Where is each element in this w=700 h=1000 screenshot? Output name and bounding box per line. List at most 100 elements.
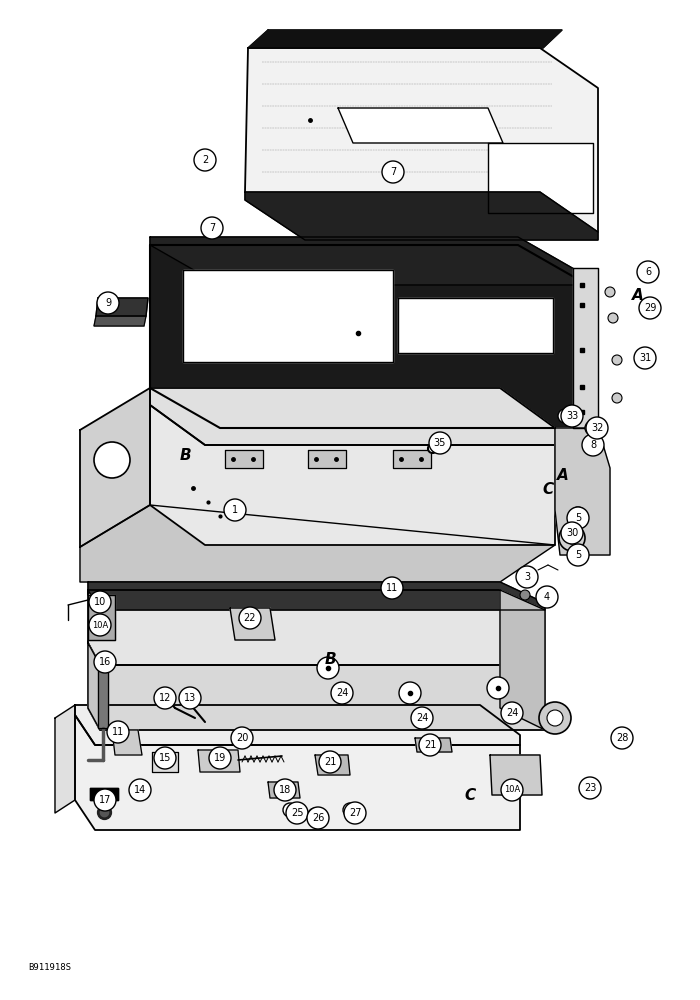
Text: C: C bbox=[542, 483, 554, 497]
Text: B911918S: B911918S bbox=[28, 964, 71, 972]
Circle shape bbox=[319, 751, 341, 773]
Circle shape bbox=[608, 313, 618, 323]
Polygon shape bbox=[490, 755, 542, 795]
Circle shape bbox=[137, 786, 149, 798]
Circle shape bbox=[574, 511, 582, 519]
Polygon shape bbox=[75, 715, 520, 830]
Text: 4: 4 bbox=[544, 592, 550, 602]
Polygon shape bbox=[88, 582, 545, 610]
Polygon shape bbox=[500, 590, 545, 730]
Circle shape bbox=[239, 607, 261, 629]
Circle shape bbox=[209, 747, 231, 769]
Circle shape bbox=[566, 532, 578, 544]
Text: 15: 15 bbox=[159, 753, 172, 763]
Circle shape bbox=[344, 802, 366, 824]
Text: 26: 26 bbox=[312, 813, 324, 823]
Circle shape bbox=[584, 441, 596, 453]
Text: 35: 35 bbox=[434, 438, 446, 448]
Text: 16: 16 bbox=[99, 657, 111, 667]
Text: 13: 13 bbox=[184, 693, 196, 703]
Text: 5: 5 bbox=[575, 513, 581, 523]
Polygon shape bbox=[150, 388, 555, 445]
Polygon shape bbox=[415, 738, 452, 752]
Circle shape bbox=[612, 393, 622, 403]
Circle shape bbox=[574, 551, 582, 559]
Circle shape bbox=[94, 442, 130, 478]
Polygon shape bbox=[573, 268, 598, 428]
Text: B: B bbox=[179, 448, 191, 462]
Polygon shape bbox=[245, 48, 598, 232]
Polygon shape bbox=[98, 658, 108, 728]
Circle shape bbox=[501, 779, 523, 801]
Polygon shape bbox=[88, 643, 545, 730]
Polygon shape bbox=[150, 405, 555, 545]
Circle shape bbox=[520, 573, 530, 583]
Circle shape bbox=[89, 591, 111, 613]
Circle shape bbox=[274, 779, 296, 801]
Circle shape bbox=[154, 747, 176, 769]
Text: 33: 33 bbox=[566, 411, 578, 421]
Circle shape bbox=[582, 434, 604, 456]
Polygon shape bbox=[88, 595, 115, 640]
Polygon shape bbox=[80, 388, 150, 547]
Circle shape bbox=[567, 544, 589, 566]
Circle shape bbox=[231, 727, 253, 749]
Circle shape bbox=[605, 287, 615, 297]
Text: C: C bbox=[464, 788, 475, 802]
Circle shape bbox=[94, 651, 116, 673]
Text: 24: 24 bbox=[416, 713, 428, 723]
Circle shape bbox=[634, 347, 656, 369]
Text: 11: 11 bbox=[112, 727, 124, 737]
Circle shape bbox=[399, 682, 421, 704]
Text: 23: 23 bbox=[584, 783, 596, 793]
Circle shape bbox=[179, 687, 201, 709]
Circle shape bbox=[89, 614, 111, 636]
Circle shape bbox=[419, 734, 441, 756]
Circle shape bbox=[283, 803, 297, 817]
Text: 28: 28 bbox=[616, 733, 628, 743]
Circle shape bbox=[201, 217, 223, 239]
Text: 21: 21 bbox=[324, 757, 336, 767]
Polygon shape bbox=[94, 316, 146, 326]
Circle shape bbox=[308, 808, 322, 822]
Circle shape bbox=[343, 803, 357, 817]
Circle shape bbox=[639, 297, 661, 319]
Text: 17: 17 bbox=[99, 795, 111, 805]
Circle shape bbox=[585, 421, 599, 435]
Circle shape bbox=[129, 779, 151, 801]
Circle shape bbox=[570, 547, 586, 563]
Circle shape bbox=[411, 707, 433, 729]
Circle shape bbox=[570, 507, 586, 523]
Circle shape bbox=[382, 161, 404, 183]
Text: 6: 6 bbox=[645, 267, 651, 277]
Text: 7: 7 bbox=[390, 167, 396, 177]
Polygon shape bbox=[308, 450, 346, 468]
Polygon shape bbox=[152, 752, 178, 772]
Polygon shape bbox=[488, 143, 593, 213]
Text: 31: 31 bbox=[639, 353, 651, 363]
Text: 10: 10 bbox=[94, 597, 106, 607]
Polygon shape bbox=[338, 108, 503, 143]
Circle shape bbox=[286, 802, 308, 824]
Circle shape bbox=[516, 566, 538, 588]
Text: 3: 3 bbox=[524, 572, 530, 582]
Circle shape bbox=[107, 721, 129, 743]
Polygon shape bbox=[315, 755, 350, 775]
Circle shape bbox=[94, 789, 116, 811]
Text: 21: 21 bbox=[424, 740, 436, 750]
Circle shape bbox=[561, 405, 583, 427]
Circle shape bbox=[559, 525, 585, 551]
Polygon shape bbox=[88, 590, 100, 730]
Circle shape bbox=[612, 355, 622, 365]
Polygon shape bbox=[150, 237, 588, 285]
Polygon shape bbox=[55, 705, 75, 813]
Text: 30: 30 bbox=[566, 528, 578, 538]
Text: 18: 18 bbox=[279, 785, 291, 795]
Text: 19: 19 bbox=[214, 753, 226, 763]
Polygon shape bbox=[90, 788, 118, 800]
Circle shape bbox=[194, 149, 216, 171]
Circle shape bbox=[579, 777, 601, 799]
Text: 7: 7 bbox=[209, 223, 215, 233]
Text: 5: 5 bbox=[575, 550, 581, 560]
Polygon shape bbox=[248, 30, 562, 48]
